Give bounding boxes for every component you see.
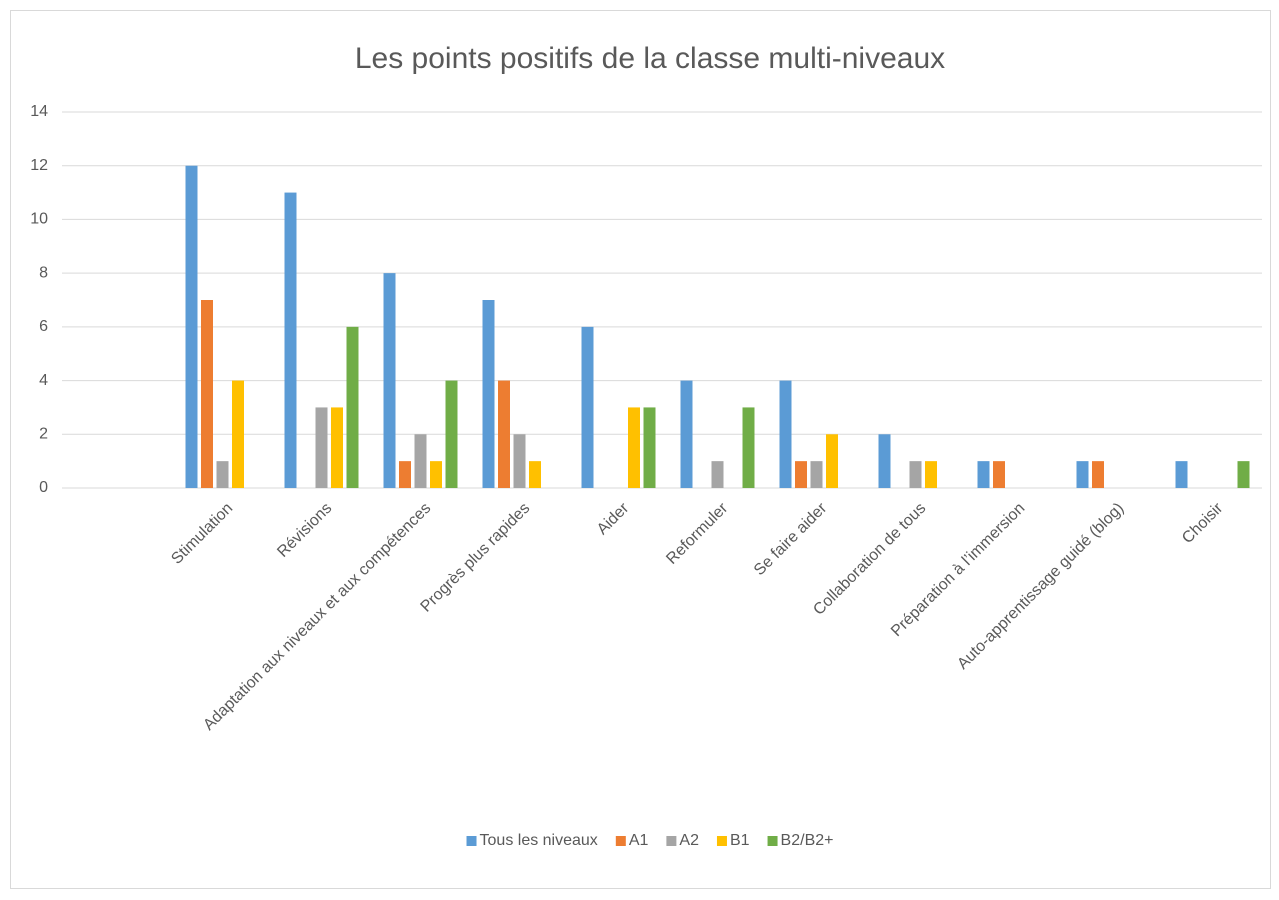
bar — [216, 461, 229, 488]
chart-title: Les points positifs de la classe multi-n… — [355, 42, 945, 75]
bar — [779, 380, 792, 488]
y-tick-label: 14 — [30, 103, 48, 120]
legend-swatch — [615, 836, 626, 846]
bar — [826, 434, 838, 488]
bar — [430, 461, 442, 488]
bar — [414, 434, 427, 488]
legend-label: B2/B2+ — [781, 832, 834, 849]
bar — [331, 407, 343, 488]
bar — [810, 461, 823, 488]
bar — [529, 461, 541, 488]
bar — [581, 326, 594, 488]
bar — [383, 273, 396, 488]
bar — [878, 434, 891, 488]
bar — [232, 380, 244, 488]
legend-swatch — [767, 836, 778, 846]
bar — [680, 380, 693, 488]
y-tick-label: 12 — [30, 157, 48, 174]
bar — [742, 407, 755, 488]
bar — [315, 407, 328, 488]
y-tick-label: 2 — [39, 426, 48, 443]
legend-label: A1 — [629, 832, 649, 849]
bar — [498, 380, 510, 488]
bar — [1237, 461, 1250, 488]
bar — [1092, 461, 1104, 488]
y-tick-label: 4 — [39, 372, 48, 389]
bar — [925, 461, 937, 488]
y-tick-label: 10 — [30, 211, 48, 228]
legend-swatch — [666, 836, 677, 846]
bar — [513, 434, 526, 488]
chart-border — [10, 10, 1271, 889]
bar — [628, 407, 640, 488]
bar — [795, 461, 807, 488]
legend-swatch — [716, 836, 727, 846]
y-tick-label: 6 — [39, 318, 48, 335]
bar — [909, 461, 922, 488]
legend: Tous les niveaux A1 A2 B1 B2/B2+ — [466, 832, 834, 849]
bar — [1076, 461, 1089, 488]
legend-label: A2 — [679, 832, 699, 849]
bar — [1175, 461, 1188, 488]
bar — [201, 300, 213, 488]
bar — [993, 461, 1005, 488]
bar — [445, 380, 458, 488]
bar — [185, 165, 198, 488]
legend-label: B1 — [730, 832, 750, 849]
bar — [643, 407, 656, 488]
bar — [346, 326, 359, 488]
bar — [482, 300, 495, 488]
y-tick-label: 8 — [39, 264, 48, 281]
bar — [977, 461, 990, 488]
y-tick-label: 0 — [39, 479, 48, 496]
bar — [711, 461, 724, 488]
legend-swatch — [466, 836, 477, 846]
bar — [284, 192, 297, 489]
bar — [399, 461, 411, 488]
legend-label: Tous les niveaux — [480, 832, 598, 849]
